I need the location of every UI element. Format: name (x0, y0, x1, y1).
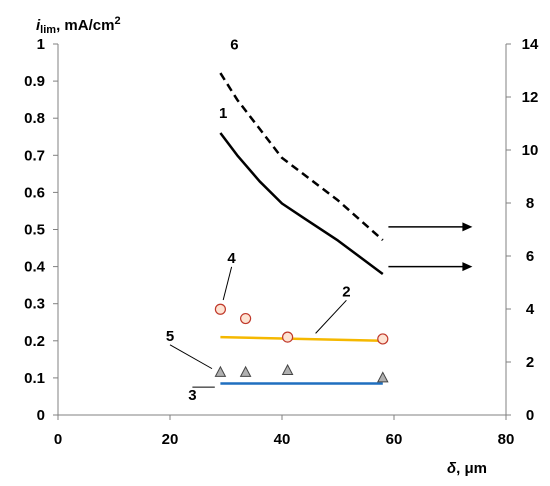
series-4-point (240, 312, 252, 325)
curve-label-5-leader (169, 344, 213, 370)
y-axis-label-symbol: i (36, 17, 41, 34)
x-tick-label: 60 (386, 431, 403, 448)
y-right-tick-label: 4 (526, 301, 535, 318)
y-left-tick-label: 0.9 (24, 73, 45, 90)
x-tick-label: 40 (274, 431, 291, 448)
y-axis-label-subscript: lim (40, 24, 56, 36)
tick-labels: 0 20 40 60 8000.10.20.30.40.50.60.70.80.9102… (24, 36, 539, 448)
y-right-tick-label: 14 (522, 36, 539, 53)
series-5-point (214, 365, 227, 377)
y-left-tick-label: 0.8 (24, 110, 45, 127)
y-left-tick-label: 1 (37, 36, 45, 53)
curve-label-5: 5 (166, 328, 174, 345)
x-axis-label-symbol: δ (447, 460, 457, 477)
y-left-tick-label: 0.6 (24, 184, 45, 201)
y-left-tick-label: 0.5 (24, 222, 45, 239)
curve-label-4: 4 (227, 250, 236, 267)
series-5-point (239, 365, 252, 377)
curve-label-2-leader (315, 299, 347, 334)
y-right-tick-label: 12 (522, 89, 539, 106)
y-left-tick-label: 0.4 (24, 259, 46, 276)
series-4-point (282, 331, 294, 343)
series-5-point (376, 371, 389, 383)
series-layer (219, 72, 384, 385)
x-axis-label-unit: , μm (456, 460, 487, 477)
curve-label-2: 2 (342, 283, 350, 300)
curve-label-1: 1 (219, 105, 227, 122)
y-right-tick-label: 6 (526, 248, 534, 265)
curve-label-6: 6 (230, 36, 238, 53)
axes (53, 43, 511, 420)
series-5-point (281, 363, 294, 375)
x-tick-label: 20 (162, 431, 179, 448)
series-2-line (220, 335, 383, 343)
arrows-layer (388, 222, 473, 272)
y-axis-label-unit: , mA/cm (56, 17, 114, 34)
curve-labels-layer: 1 2 3 4 5 6 (166, 36, 351, 404)
y-right-tick-label: 2 (526, 354, 534, 371)
x-tick-label: 80 (498, 431, 515, 448)
arrow-head (462, 222, 473, 232)
curve-label-3: 3 (188, 387, 196, 404)
x-axis-label: δ, μm (447, 460, 487, 477)
y-left-tick-label: 0.7 (24, 147, 45, 164)
x-tick-label: 0 (54, 431, 62, 448)
markers-layer (214, 303, 389, 383)
y-left-tick-label: 0.3 (24, 296, 45, 313)
y-left-tick-label: 0 (37, 407, 45, 424)
curve-label-4-leader (222, 266, 233, 301)
y-axis-label: ilim, mA/cm2 (36, 15, 121, 36)
series-6-line (219, 72, 384, 242)
series-1-line (219, 132, 384, 276)
series-4-point (214, 303, 226, 315)
y-left-tick-label: 0.2 (24, 333, 45, 350)
y-left-tick-label: 0.1 (24, 370, 45, 387)
arrow-head (462, 262, 473, 272)
y-axis-label-superscript: 2 (114, 15, 120, 27)
y-right-tick-label: 8 (526, 195, 534, 212)
y-right-tick-label: 0 (526, 407, 534, 424)
y-right-tick-label: 10 (522, 142, 539, 159)
series-4-point (377, 333, 389, 345)
